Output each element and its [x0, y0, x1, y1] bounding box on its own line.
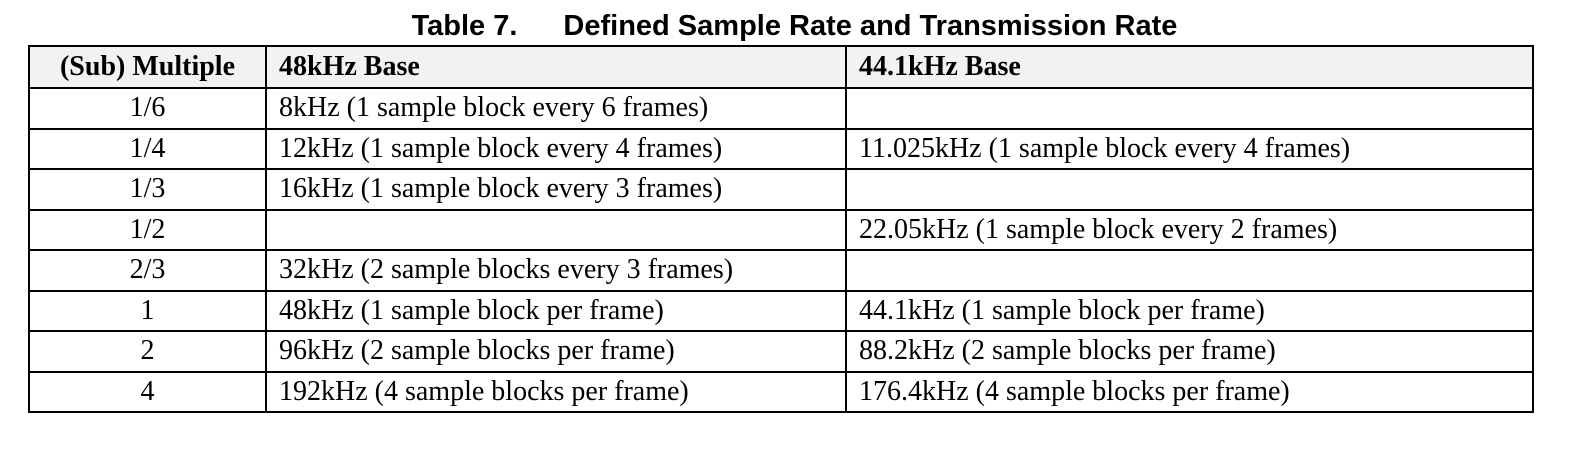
header-44-1khz-base: 44.1kHz Base — [845, 45, 1534, 89]
multiple-cell: 2 — [28, 330, 267, 373]
rate-44k-cell — [845, 249, 1534, 292]
header-48khz-base: 48kHz Base — [265, 45, 847, 89]
rate-44k-cell: 176.4kHz (4 sample blocks per frame) — [845, 370, 1534, 413]
rate-44k-cell: 22.05kHz (1 sample block every 2 frames) — [845, 208, 1534, 251]
rate-48k-cell: 12kHz (1 sample block every 4 frames) — [265, 127, 847, 170]
rate-48k-cell — [265, 208, 847, 251]
multiple-cell: 1/6 — [28, 87, 267, 130]
header-sub-multiple: (Sub) Multiple — [28, 45, 267, 89]
multiple-cell: 1 — [28, 289, 267, 332]
rate-44k-cell: 44.1kHz (1 sample block per frame) — [845, 289, 1534, 332]
table-row: 4 192kHz (4 sample blocks per frame) 176… — [28, 370, 1534, 413]
multiple-cell: 1/3 — [28, 168, 267, 211]
rate-48k-cell: 32kHz (2 sample blocks every 3 frames) — [265, 249, 847, 292]
table-title: Defined Sample Rate and Transmission Rat… — [563, 10, 1178, 42]
table-caption: Table 7. Defined Sample Rate and Transmis… — [0, 6, 1589, 46]
rate-44k-cell: 11.025kHz (1 sample block every 4 frames… — [845, 127, 1534, 170]
table-row: 2 96kHz (2 sample blocks per frame) 88.2… — [28, 330, 1534, 373]
rate-44k-cell — [845, 168, 1534, 211]
sample-rate-table: (Sub) Multiple 48kHz Base 44.1kHz Base 1… — [28, 45, 1534, 413]
multiple-cell: 1/2 — [28, 208, 267, 251]
rate-48k-cell: 8kHz (1 sample block every 6 frames) — [265, 87, 847, 130]
rate-48k-cell: 16kHz (1 sample block every 3 frames) — [265, 168, 847, 211]
table-number: Table 7. — [411, 10, 518, 42]
multiple-cell: 1/4 — [28, 127, 267, 170]
table-row: 1/4 12kHz (1 sample block every 4 frames… — [28, 127, 1534, 170]
table-row: 2/3 32kHz (2 sample blocks every 3 frame… — [28, 249, 1534, 292]
rate-48k-cell: 48kHz (1 sample block per frame) — [265, 289, 847, 332]
rate-48k-cell: 96kHz (2 sample blocks per frame) — [265, 330, 847, 373]
multiple-cell: 4 — [28, 370, 267, 413]
rate-44k-cell — [845, 87, 1534, 130]
rate-44k-cell: 88.2kHz (2 sample blocks per frame) — [845, 330, 1534, 373]
table-row: 1 48kHz (1 sample block per frame) 44.1k… — [28, 289, 1534, 332]
table-row: 1/2 22.05kHz (1 sample block every 2 fra… — [28, 208, 1534, 251]
multiple-cell: 2/3 — [28, 249, 267, 292]
rate-48k-cell: 192kHz (4 sample blocks per frame) — [265, 370, 847, 413]
table-header-row: (Sub) Multiple 48kHz Base 44.1kHz Base — [28, 45, 1534, 89]
table-row: 1/6 8kHz (1 sample block every 6 frames) — [28, 87, 1534, 130]
table-row: 1/3 16kHz (1 sample block every 3 frames… — [28, 168, 1534, 211]
